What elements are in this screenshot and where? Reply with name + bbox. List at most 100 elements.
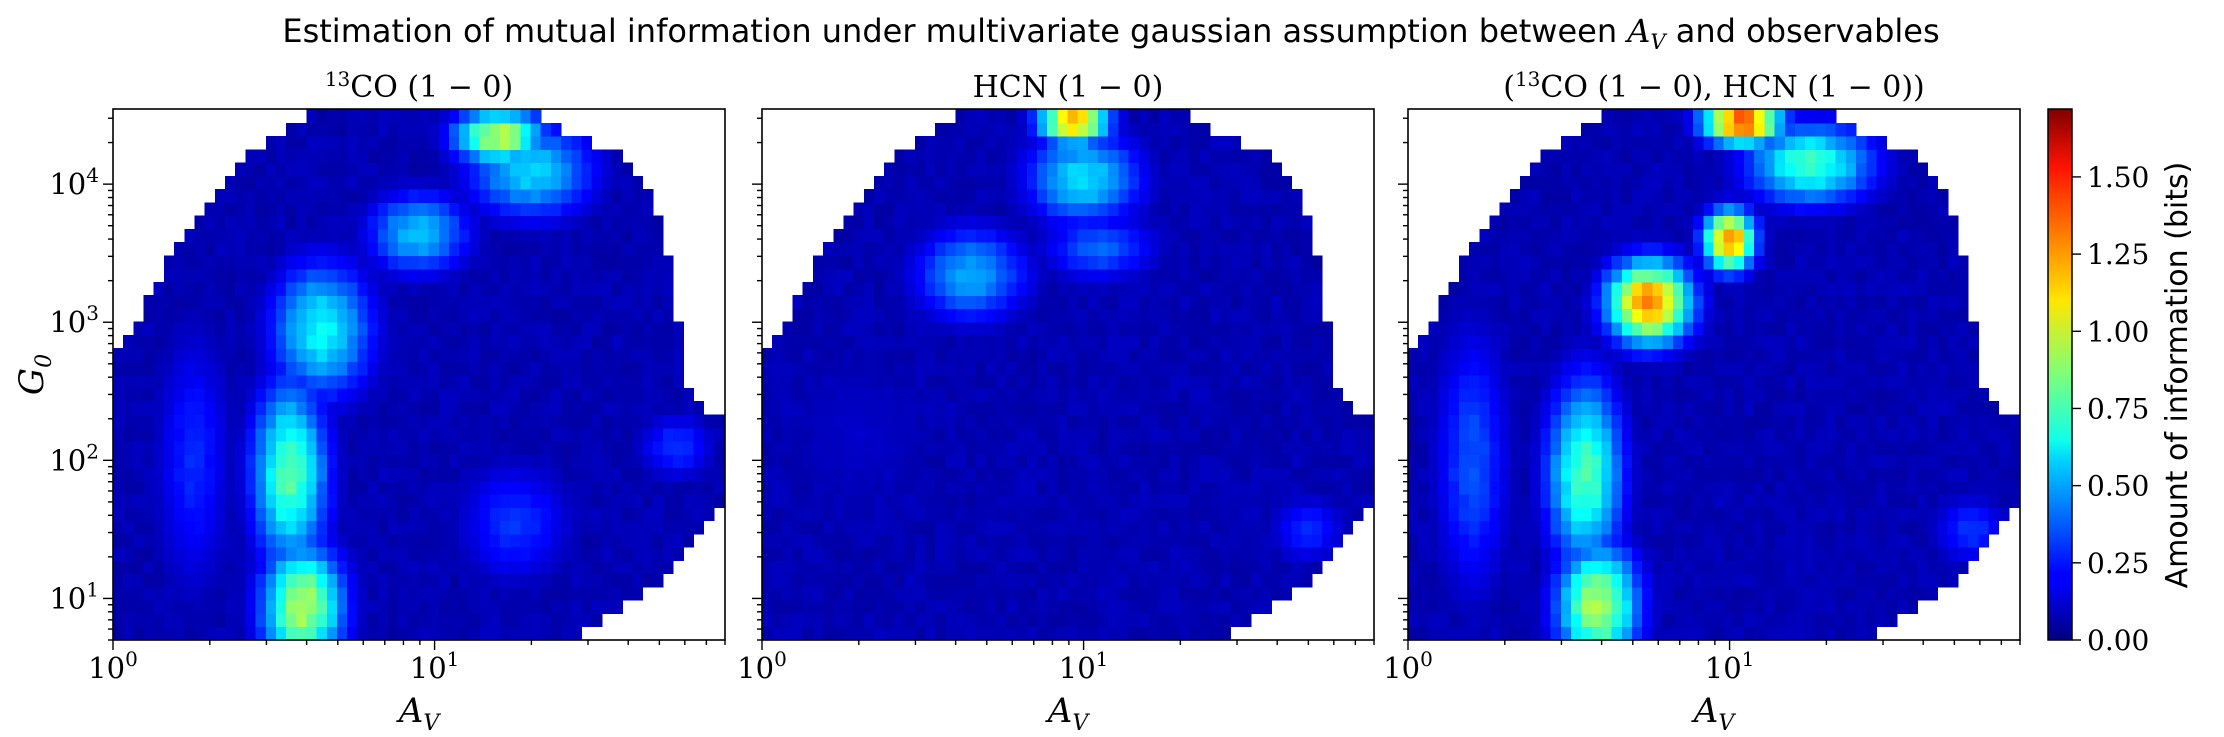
heatmap-cell — [1179, 348, 1191, 363]
y-tick-label: 101 — [49, 577, 99, 615]
heatmap-cell — [884, 202, 895, 217]
heatmap-cell — [1520, 560, 1531, 575]
heatmap-cell — [499, 162, 511, 177]
heatmap-cell — [1621, 626, 1633, 641]
heatmap-cell — [245, 507, 257, 522]
heatmap-cell — [265, 268, 277, 283]
heatmap-cell — [1087, 454, 1099, 469]
heatmap-cell — [772, 374, 783, 389]
heatmap-cell — [863, 520, 875, 535]
heatmap-cell — [347, 189, 358, 203]
heatmap-cell — [802, 613, 814, 628]
heatmap-cell — [571, 334, 583, 349]
heatmap-cell — [591, 308, 603, 323]
heatmap-cell — [986, 175, 997, 190]
heatmap-cell — [255, 573, 267, 588]
heatmap-cell — [1581, 441, 1592, 455]
heatmap-cell — [662, 334, 674, 349]
heatmap-cell — [652, 361, 664, 376]
heatmap-cell — [1591, 507, 1603, 522]
heatmap-cell — [1291, 480, 1303, 495]
heatmap-cell — [965, 189, 977, 203]
heatmap-cell — [245, 401, 257, 416]
heatmap-cell — [1169, 109, 1181, 124]
heatmap-cell — [1540, 441, 1552, 455]
heatmap-cell — [1291, 334, 1303, 349]
heatmap-cell — [1138, 268, 1150, 283]
heatmap-cell — [935, 401, 946, 416]
heatmap-cell — [265, 281, 277, 296]
heatmap-cell — [235, 454, 246, 469]
figure-title-before: Estimation of mutual information under m… — [282, 12, 1627, 50]
heatmap-cell — [1026, 573, 1038, 588]
heatmap-cell — [245, 414, 257, 429]
heatmap-cell — [1016, 626, 1028, 641]
heatmap-cell — [1611, 414, 1623, 429]
heatmap-cell — [601, 427, 613, 442]
heatmap-cell — [652, 507, 664, 522]
heatmap-cell — [1570, 454, 1582, 469]
heatmap-cell — [792, 480, 804, 495]
heatmap-cell — [884, 626, 895, 641]
heatmap-cell — [255, 441, 267, 455]
heatmap-cell — [133, 441, 145, 455]
heatmap-cell — [387, 242, 399, 256]
heatmap-cell — [904, 308, 916, 323]
heatmap-cell — [1098, 334, 1109, 349]
heatmap-cell — [214, 520, 226, 535]
heatmap-cell — [540, 374, 552, 389]
heatmap-cell — [782, 401, 794, 416]
heatmap-cell — [1260, 441, 1272, 455]
heatmap-cell — [530, 520, 542, 535]
heatmap-cell — [326, 361, 338, 376]
heatmap-cell — [1499, 480, 1511, 495]
heatmap-cell — [1199, 573, 1211, 588]
heatmap-cell — [812, 520, 824, 535]
heatmap-cell — [499, 600, 511, 614]
heatmap-cell — [540, 613, 552, 628]
heatmap-cell — [601, 189, 613, 203]
heatmap-cell — [945, 281, 957, 296]
y-tick-label-base: 10 — [49, 443, 86, 477]
heatmap-cell — [387, 295, 399, 310]
heatmap-cell — [367, 626, 379, 641]
heatmap-cell — [1057, 334, 1069, 349]
heatmap-cell — [296, 427, 308, 442]
heatmap-cell — [174, 547, 185, 561]
heatmap-cell — [1230, 215, 1242, 230]
heatmap-cell — [945, 202, 957, 217]
heatmap-cell — [255, 387, 267, 402]
heatmap-cell — [143, 600, 155, 614]
heatmap-cell — [1428, 573, 1440, 588]
heatmap-cell — [1311, 427, 1323, 442]
heatmap-cell — [520, 560, 532, 575]
heatmap-cell — [591, 268, 603, 283]
heatmap-cell — [550, 454, 562, 469]
heatmap-cell — [1210, 215, 1221, 230]
heatmap-cell — [255, 202, 267, 217]
heatmap-cell — [1199, 454, 1211, 469]
heatmap-cell — [1591, 321, 1603, 336]
heatmap-cell — [945, 573, 957, 588]
heatmap-cell — [1489, 467, 1501, 482]
heatmap-cell — [622, 414, 633, 429]
heatmap-cell — [812, 321, 824, 336]
heatmap-cell — [965, 348, 977, 363]
heatmap-cell — [772, 586, 783, 601]
heatmap-cell — [642, 281, 654, 296]
heatmap-cell — [874, 613, 885, 628]
heatmap-cell — [225, 613, 236, 628]
heatmap-cell — [843, 427, 855, 442]
heatmap-cell — [1530, 321, 1541, 336]
heatmap-cell — [1570, 600, 1582, 614]
heatmap-cell — [935, 374, 946, 389]
heatmap-cell — [955, 427, 967, 442]
heatmap-cell — [652, 387, 664, 402]
heatmap-cell — [863, 480, 875, 495]
heatmap-cell — [1179, 573, 1191, 588]
heatmap-cell — [1570, 242, 1582, 256]
heatmap-cell — [1438, 401, 1450, 416]
heatmap-cell — [1240, 560, 1252, 575]
heatmap-cell — [377, 560, 389, 575]
heatmap-cell — [286, 295, 297, 310]
